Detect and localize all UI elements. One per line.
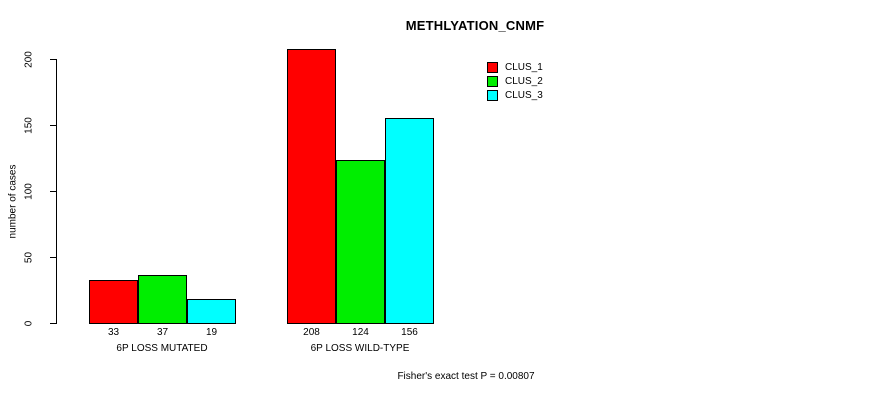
bar-group1-clus3[interactable] xyxy=(187,299,236,324)
chart-title: METHLYATION_CNMF xyxy=(405,18,545,33)
bar-value-group1-clus2: 37 xyxy=(156,327,169,338)
y-tick-mark-50 xyxy=(50,257,56,258)
legend-label-clus-1: CLUS_1 xyxy=(505,61,543,73)
bar-value-group2-clus3: 156 xyxy=(401,327,418,338)
bar-value-group1-clus3: 19 xyxy=(205,327,218,338)
y-tick-mark-150 xyxy=(50,125,56,126)
bar-group1-clus1[interactable] xyxy=(89,280,138,324)
bar-group2-clus2[interactable] xyxy=(336,160,385,324)
group-label-6p-loss-wild-type: 6P LOSS WILD-TYPE xyxy=(310,343,410,354)
legend-label-clus-3: CLUS_3 xyxy=(505,89,543,101)
fisher-test-annotation: Fisher's exact test P = 0.00807 xyxy=(397,371,535,382)
bar-value-group1-clus1: 33 xyxy=(107,327,120,338)
legend-label-clus-2: CLUS_2 xyxy=(505,75,543,87)
bar-value-group2-clus2: 124 xyxy=(352,327,369,338)
bar-group2-clus3[interactable] xyxy=(385,118,434,324)
group-label-6p-loss-mutated: 6P LOSS MUTATED xyxy=(116,343,208,354)
bar-group1-clus2[interactable] xyxy=(138,275,187,324)
legend-swatch-icon-clus-2 xyxy=(487,75,498,87)
legend-item-clus-2[interactable]: CLUS_2 xyxy=(487,74,543,88)
y-tick-mark-0 xyxy=(50,323,56,324)
y-tick-mark-100 xyxy=(50,191,56,192)
bar-group2-clus1[interactable] xyxy=(287,49,336,324)
legend-item-clus-3[interactable]: CLUS_3 xyxy=(487,88,543,102)
legend: CLUS_1 CLUS_2 CLUS_3 xyxy=(487,60,543,102)
bar-value-group2-clus1: 208 xyxy=(303,327,320,338)
y-tick-mark-200 xyxy=(50,59,56,60)
legend-item-clus-1[interactable]: CLUS_1 xyxy=(487,60,543,74)
legend-swatch-icon-clus-1 xyxy=(487,61,498,73)
legend-swatch-icon-clus-3 xyxy=(487,89,498,101)
y-axis-line xyxy=(56,59,57,324)
